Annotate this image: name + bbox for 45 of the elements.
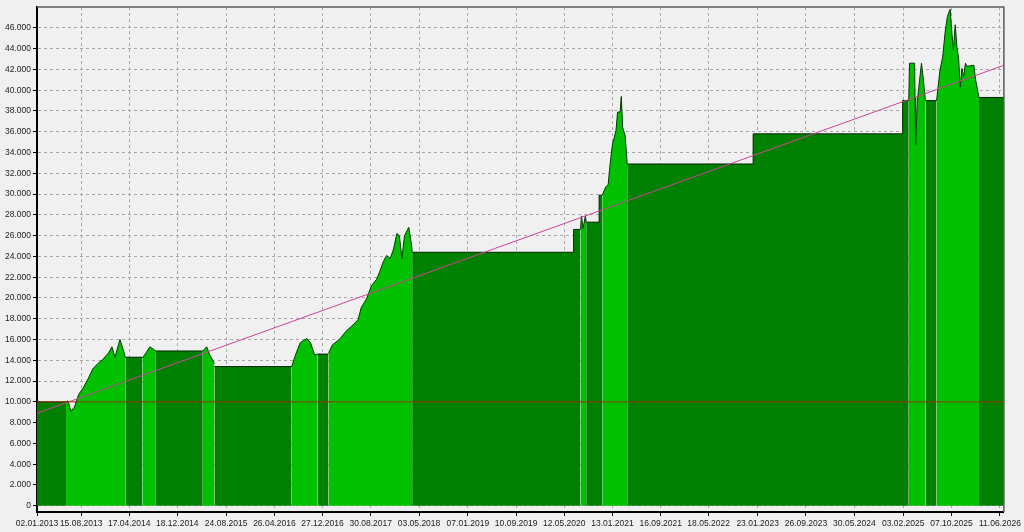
y-tick-label: 26.000 bbox=[5, 230, 32, 240]
y-tick-label: 2.000 bbox=[9, 479, 32, 490]
x-tick-label: 30.08.2017 bbox=[349, 518, 393, 529]
y-tick-label: 4.000 bbox=[9, 458, 32, 469]
y-tick-label: 12.000 bbox=[5, 375, 32, 386]
x-tick-label: 03.05.2018 bbox=[397, 518, 441, 529]
y-tick-label: 20.000 bbox=[5, 292, 32, 303]
x-tick-label: 26.04.2016 bbox=[253, 518, 296, 529]
y-tick-label: 38.000 bbox=[5, 105, 32, 116]
y-tick-label: 0 bbox=[26, 500, 32, 511]
y-tick-label: 28.000 bbox=[5, 209, 32, 220]
y-tick-label: 6.000 bbox=[9, 437, 32, 448]
x-tick-label: 02.01.2013 bbox=[15, 518, 59, 529]
x-tick-label: 27.12.2016 bbox=[301, 518, 345, 529]
y-tick-label: 24.000 bbox=[5, 250, 32, 261]
y-tick-label: 42.000 bbox=[5, 63, 32, 74]
x-tick-label: 30.05.2024 bbox=[833, 518, 876, 529]
x-tick-label: 13.01.2021 bbox=[591, 518, 635, 529]
y-tick-label: 14.000 bbox=[5, 354, 32, 365]
x-tick-label: 03.02.2025 bbox=[881, 518, 925, 529]
y-tick-label: 40.000 bbox=[5, 84, 32, 95]
x-tick-label: 24.08.2015 bbox=[204, 518, 248, 529]
x-tick-label: 23.01.2023 bbox=[736, 518, 780, 529]
y-tick-label: 18.000 bbox=[5, 313, 32, 324]
x-tick-label: 07.01.2019 bbox=[446, 518, 490, 529]
x-tick-label: 15.08.2013 bbox=[59, 518, 103, 529]
x-tick-label: 18.05.2022 bbox=[687, 518, 731, 529]
y-tick-label: 16.000 bbox=[5, 333, 32, 344]
y-tick-label: 32.000 bbox=[5, 167, 32, 178]
x-tick-label: 12.05.2020 bbox=[542, 518, 586, 529]
y-tick-label: 44.000 bbox=[5, 43, 32, 53]
x-tick-label: 11.06.2026 bbox=[979, 518, 1022, 529]
y-tick-label: 36.000 bbox=[5, 126, 32, 137]
x-tick-label: 16.09.2021 bbox=[639, 518, 683, 529]
y-tick-label: 8.000 bbox=[9, 417, 32, 427]
x-tick-label: 07.10.2025 bbox=[930, 518, 974, 529]
y-tick-label: 22.000 bbox=[5, 271, 32, 282]
x-tick-label: 26.09.2023 bbox=[784, 518, 828, 529]
y-tick-label: 46.000 bbox=[5, 22, 32, 33]
y-tick-label: 34.000 bbox=[5, 146, 32, 157]
x-tick-label: 18.12.2014 bbox=[156, 518, 199, 529]
x-tick-label: 10.09.2019 bbox=[494, 518, 538, 529]
y-tick-label: 30.000 bbox=[5, 188, 32, 199]
y-tick-label: 10.000 bbox=[5, 396, 32, 407]
x-tick-label: 17.04.2014 bbox=[107, 518, 151, 529]
